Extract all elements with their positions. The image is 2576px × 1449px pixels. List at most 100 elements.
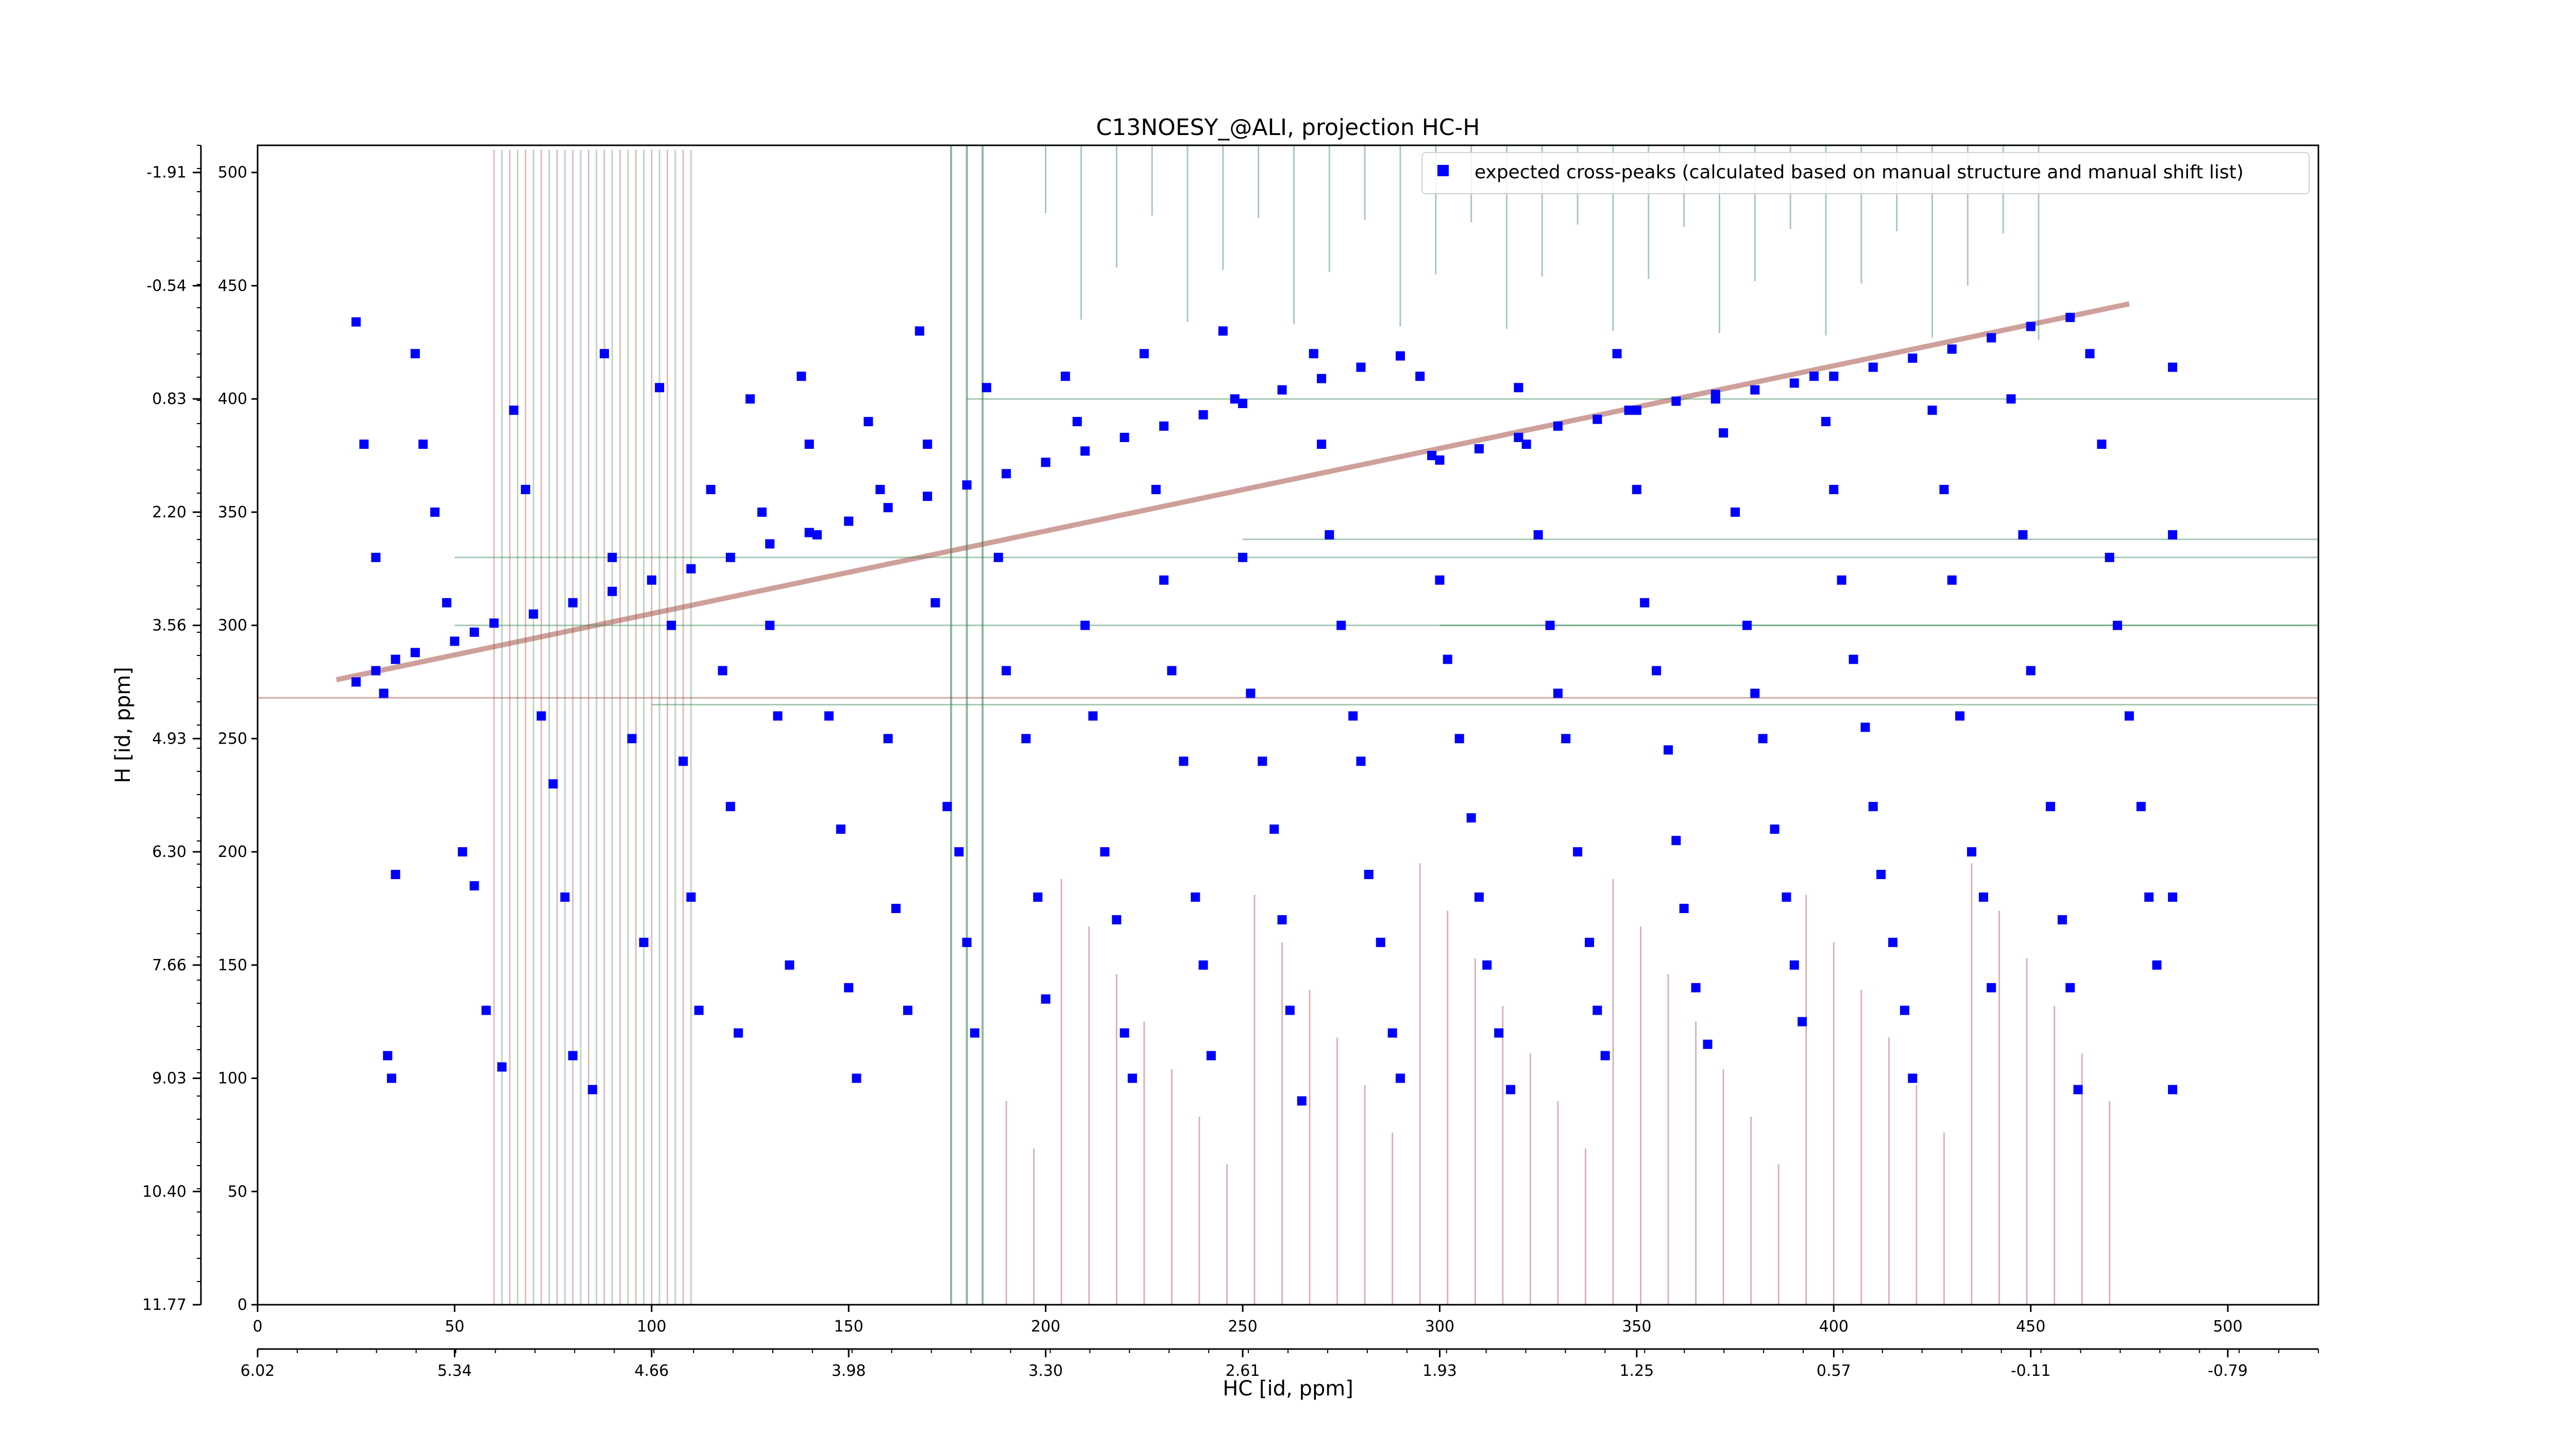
cross-peak-marker <box>481 1005 491 1015</box>
cross-peak-marker <box>627 734 637 744</box>
cross-peak-marker <box>1506 1085 1516 1094</box>
cross-peak-marker <box>560 892 570 902</box>
cross-peak-marker <box>875 484 885 494</box>
cross-peak-marker <box>351 317 361 327</box>
cross-peak-marker <box>1454 734 1464 744</box>
diagonal-ridge <box>335 301 2130 683</box>
cross-peak-marker <box>536 711 546 721</box>
cross-peak-marker <box>1612 349 1622 359</box>
cross-peak-marker <box>379 688 388 698</box>
cross-peak-marker <box>1742 620 1752 630</box>
cross-peak-markers <box>351 312 2178 1106</box>
cross-peak-marker <box>923 440 933 449</box>
cross-peak-marker <box>1435 455 1445 465</box>
x-ppm-tick-label: -0.79 <box>2208 1362 2248 1380</box>
cross-peak-marker <box>962 480 972 490</box>
cross-peak-marker <box>804 440 814 449</box>
cross-peak-marker <box>1238 552 1248 562</box>
x-tick-label: 400 <box>1819 1318 1849 1336</box>
cross-peak-marker <box>2097 440 2107 449</box>
cross-peak-marker <box>1632 406 1641 415</box>
cross-peak-marker <box>418 440 428 449</box>
x-tick-label: 300 <box>1425 1318 1454 1336</box>
cross-peak-marker <box>410 349 420 359</box>
cross-peak-marker <box>2168 1085 2178 1094</box>
y-ppm-tick-label: 10.40 <box>142 1183 187 1201</box>
x-ppm-tick-label: 2.61 <box>1226 1362 1260 1380</box>
y-ppm-tick-label: -1.91 <box>146 164 187 182</box>
y-ppm-tick-label: 9.03 <box>152 1070 187 1088</box>
cross-peak-marker <box>1947 344 1957 354</box>
cross-peak-marker <box>796 372 806 381</box>
cross-peak-marker <box>1435 575 1445 585</box>
cross-peak-marker <box>1514 383 1523 393</box>
cross-peak-marker <box>2018 530 2028 540</box>
cross-peak-marker <box>1955 711 1965 721</box>
cross-peak-marker <box>1395 1073 1405 1083</box>
cross-peak-marker <box>1206 1051 1216 1060</box>
cross-peak-marker <box>1356 362 1366 372</box>
cross-peak-marker <box>489 618 499 628</box>
legend: expected cross-peaks (calculated based o… <box>1421 152 2310 194</box>
cross-peak-marker <box>1671 396 1681 406</box>
cross-peak-marker <box>1987 333 1996 343</box>
cross-peak-marker <box>1789 378 1799 388</box>
cross-peak-marker <box>1139 349 1149 359</box>
cross-peak-marker <box>1624 406 1634 415</box>
cross-peak-marker <box>1002 666 1011 676</box>
cross-peak-marker <box>1127 1073 1137 1083</box>
cross-peak-marker <box>2124 711 2134 721</box>
y-ppm-tick-label: 7.66 <box>152 956 187 974</box>
cross-peak-marker <box>1703 1039 1713 1049</box>
cross-peak-marker <box>1285 1005 1295 1015</box>
cross-peak-marker <box>1246 688 1256 698</box>
cross-peak-marker <box>1592 414 1602 424</box>
cross-peak-marker <box>1120 1028 1129 1038</box>
cross-peak-marker <box>2112 620 2122 630</box>
y-tick-label: 200 <box>218 843 247 861</box>
cross-peak-marker <box>1198 960 1208 970</box>
cross-peak-marker <box>757 507 767 517</box>
cross-peak-marker <box>1060 372 1070 381</box>
cross-peak-marker <box>351 677 361 687</box>
cross-peak-marker <box>548 779 558 789</box>
cross-peak-marker <box>359 440 369 449</box>
cross-peak-marker <box>469 627 479 637</box>
cross-peak-marker <box>1336 620 1346 630</box>
cross-peak-marker <box>1415 372 1425 381</box>
cross-peak-marker <box>2168 530 2178 540</box>
x-tick-label: 100 <box>637 1318 666 1336</box>
x-tick-label: 350 <box>1622 1318 1651 1336</box>
cross-peak-marker <box>1443 654 1452 664</box>
cross-peak-marker <box>1750 688 1760 698</box>
cross-peak-marker <box>1100 847 1110 857</box>
cross-peak-marker <box>1474 444 1484 453</box>
cross-peak-marker <box>785 960 794 970</box>
cross-peak-marker <box>1002 469 1011 479</box>
cross-peak-marker <box>883 734 893 744</box>
cross-peak-marker <box>391 870 400 880</box>
cross-peak-marker <box>655 383 665 393</box>
cross-peak-marker <box>1297 1096 1307 1106</box>
cross-peak-marker <box>1041 994 1050 1004</box>
cross-peak-marker <box>2073 1085 2083 1094</box>
plot-frame <box>257 144 2319 1306</box>
cross-peak-marker <box>1789 960 1799 970</box>
cross-peak-marker <box>836 824 845 834</box>
cross-peak-marker <box>1640 598 1650 608</box>
cross-peak-marker <box>1514 432 1523 442</box>
cross-peak-marker <box>1474 892 1484 902</box>
cross-peak-marker <box>1238 398 1248 408</box>
x-ppm-tick-label: -0.11 <box>2011 1362 2051 1380</box>
cross-peak-marker <box>1230 394 1240 404</box>
cross-peak-marker <box>639 937 649 947</box>
cross-peak-marker <box>1900 1005 1909 1015</box>
cross-peak-marker <box>1080 446 1090 456</box>
x-tick-label: 500 <box>2213 1318 2242 1336</box>
cross-peak-marker <box>1033 892 1043 902</box>
cross-peak-marker <box>1159 575 1169 585</box>
cross-peak-marker <box>1592 1005 1602 1015</box>
y-tick-label: 400 <box>218 390 247 408</box>
cross-peak-marker <box>1758 734 1768 744</box>
